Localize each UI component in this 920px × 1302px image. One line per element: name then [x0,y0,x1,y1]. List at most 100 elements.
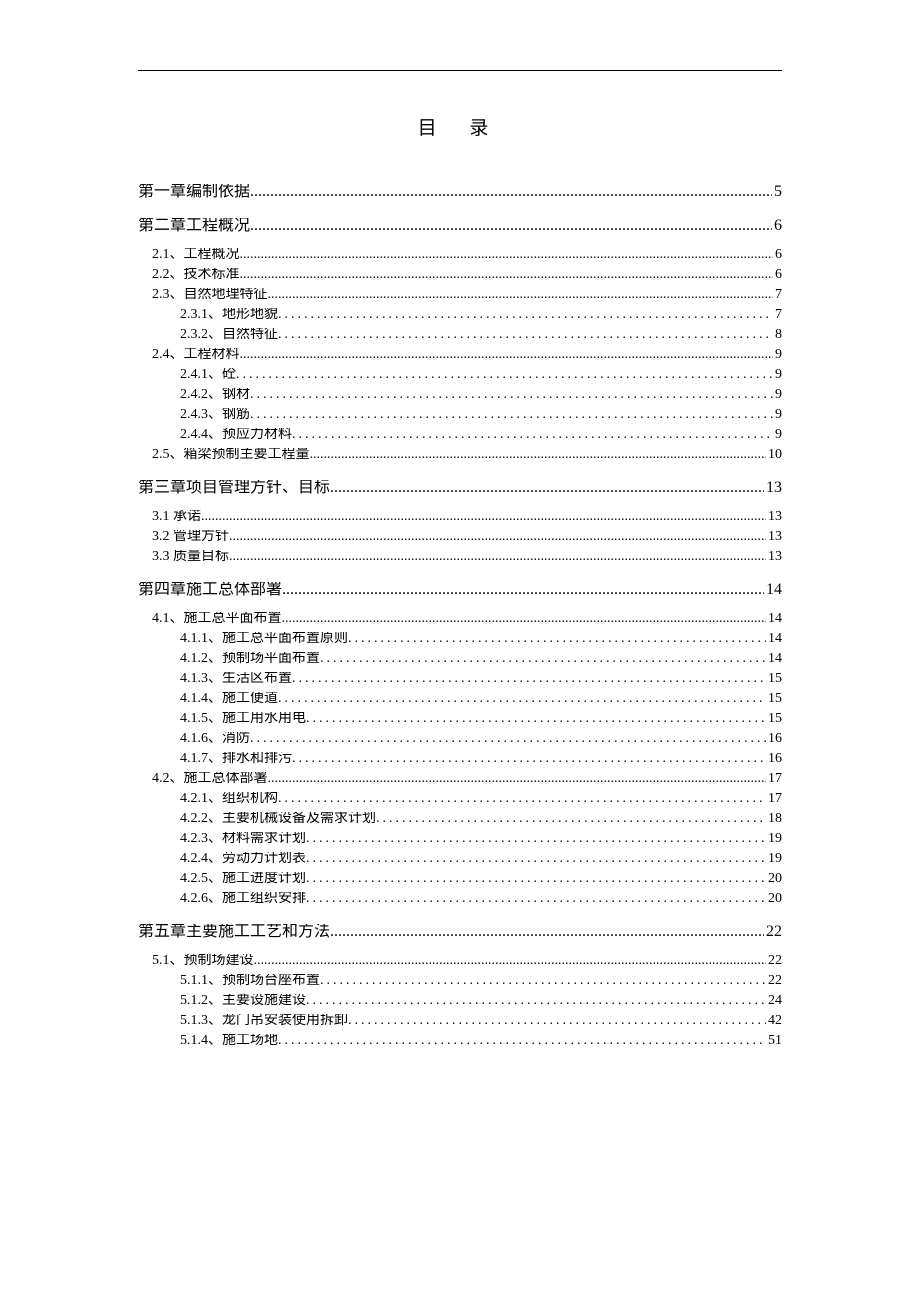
toc-leader-dots: ........................................… [348,1014,766,1028]
toc-entry-title: 钢材 [222,388,250,402]
toc-leader-dots: ........................................… [278,328,773,342]
toc-entry-title: 施工进度计划 [222,872,306,886]
toc-entry: 第三章项目管理方针、目标............................… [138,480,782,496]
toc-entry: 2.3.1、地形地貌 .............................… [180,308,782,322]
toc-entry-number: 5.1.4、 [180,1034,222,1048]
toc-entry-title: 施工组织安排 [222,892,306,906]
toc-page-number: 9 [773,348,782,362]
toc-leader-dots: ........................................… [229,530,766,544]
toc-entry-title: 施工场地 [222,1034,278,1048]
toc-entry: 2.3、自然地理特征..............................… [152,288,782,302]
toc-list: 第一章编制依据.................................… [138,184,782,1048]
toc-page-number: 22 [766,974,782,988]
toc-page-number: 7 [773,288,782,302]
toc-entry-label: 4.2、施工总体部署 [152,772,268,786]
toc-entry: 5.1.1、预制场台座布置 ..........................… [180,974,782,988]
toc-page-number: 18 [766,812,782,826]
toc-entry-title: 施工总体部署 [184,772,268,786]
toc-page-number: 20 [766,892,782,906]
toc-page-number: 16 [766,752,782,766]
toc-entry-label: 2.4、工程材料 [152,348,240,362]
toc-page-number: 14 [766,632,782,646]
toc-chapter: 第一章 [138,184,186,200]
toc-entry: 2.5、箱梁预制主要工程量...........................… [152,448,782,462]
toc-leader-dots: ........................................… [306,892,766,906]
toc-entry-number: 2.5、 [152,448,184,462]
toc-entry: 第四章施工总体部署...............................… [138,582,782,598]
toc-entry-title: 质量目标 [173,550,229,564]
toc-page-number: 13 [766,530,782,544]
toc-leader-dots: ........................................… [236,368,773,382]
toc-entry-label: 4.2.4、劳动力计划表 [180,852,306,866]
toc-leader-dots: ........................................… [240,248,774,262]
toc-leader-dots: ........................................… [292,752,766,766]
toc-entry-number: 2.1、 [152,248,184,262]
toc-page-number: 9 [773,428,782,442]
toc-entry: 5.1.3、龙门吊安装使用拆卸 ........................… [180,1014,782,1028]
toc-entry: 4.1.6、消防 ...............................… [180,732,782,746]
toc-entry-number: 2.3、 [152,288,184,302]
toc-entry-title: 施工总平面布置 [184,612,282,626]
toc-entry: 4.2.1、组织机构 .............................… [180,792,782,806]
toc-entry: 4.2、施工总体部署..............................… [152,772,782,786]
toc-entry-title: 生活区布置 [222,672,292,686]
toc-entry-label: 4.2.2、主要机械设备及需求计划 [180,812,376,826]
toc-entry-title: 管理方针 [173,530,229,544]
toc-leader-dots: ........................................… [250,408,773,422]
toc-entry-label: 3.2 管理方针 [152,530,229,544]
toc-entry-label: 5.1.2、主要设施建设 [180,994,306,1008]
toc-page-number: 10 [766,448,782,462]
toc-entry-label: 4.1.2、预制场平面布置 [180,652,320,666]
toc-entry-title: 编制依据 [186,184,250,200]
toc-entry-title: 自然特征 [222,328,278,342]
toc-entry: 4.1.3、生活区布置 ............................… [180,672,782,686]
toc-entry-title: 预应力材料 [222,428,292,442]
toc-leader-dots: ........................................… [201,510,766,524]
toc-entry-title: 组织机构 [222,792,278,806]
toc-page-number: 22 [764,924,782,940]
toc-page-number: 6 [772,218,782,234]
toc-leader-dots: ........................................… [250,184,772,200]
toc-entry: 4.1、施工总平面布置.............................… [152,612,782,626]
toc-entry-number: 5.1、 [152,954,184,968]
toc-leader-dots: ........................................… [278,1034,766,1048]
toc-entry-number: 4.1.6、 [180,732,222,746]
toc-page-number: 8 [773,328,782,342]
toc-entry-label: 第二章工程概况 [138,218,250,234]
toc-page-number: 14 [766,612,782,626]
toc-entry-label: 第五章主要施工工艺和方法 [138,924,330,940]
toc-page-number: 13 [764,480,782,496]
toc-page-number: 42 [766,1014,782,1028]
toc-chapter: 第五章 [138,924,186,940]
toc-entry-title: 消防 [222,732,250,746]
toc-entry-label: 5.1.4、施工场地 [180,1034,278,1048]
toc-entry-number: 4.1、 [152,612,184,626]
toc-entry-label: 4.1.3、生活区布置 [180,672,292,686]
toc-leader-dots: ........................................… [240,268,774,282]
toc-entry: 2.4.4、预应力材料 ............................… [180,428,782,442]
toc-entry-number: 4.2.6、 [180,892,222,906]
toc-page-number: 9 [773,368,782,382]
toc-entry: 4.1.7、排水和排污 ............................… [180,752,782,766]
toc-chapter: 第四章 [138,582,186,598]
toc-entry-number: 2.2、 [152,268,184,282]
toc-entry-title: 施工总体部署 [186,582,282,598]
toc-entry-number: 4.1.2、 [180,652,222,666]
toc-leader-dots: ........................................… [320,974,766,988]
toc-leader-dots: ........................................… [278,792,766,806]
toc-entry-title: 预制场建设 [184,954,254,968]
toc-entry-label: 5.1.1、预制场台座布置 [180,974,320,988]
toc-entry-number: 4.1.7、 [180,752,222,766]
toc-entry-label: 2.2、技术标准 [152,268,240,282]
toc-leader-dots: ........................................… [376,812,766,826]
toc-leader-dots: ........................................… [306,852,766,866]
toc-entry-title: 排水和排污 [222,752,292,766]
toc-entry-number: 5.1.2、 [180,994,222,1008]
toc-entry-label: 第四章施工总体部署 [138,582,282,598]
toc-entry-title: 预制场平面布置 [222,652,320,666]
toc-page-number: 7 [773,308,782,322]
toc-page-number: 6 [773,268,782,282]
toc-entry-label: 2.4.4、预应力材料 [180,428,292,442]
toc-page-number: 51 [766,1034,782,1048]
toc-entry-label: 2.3、自然地理特征 [152,288,268,302]
